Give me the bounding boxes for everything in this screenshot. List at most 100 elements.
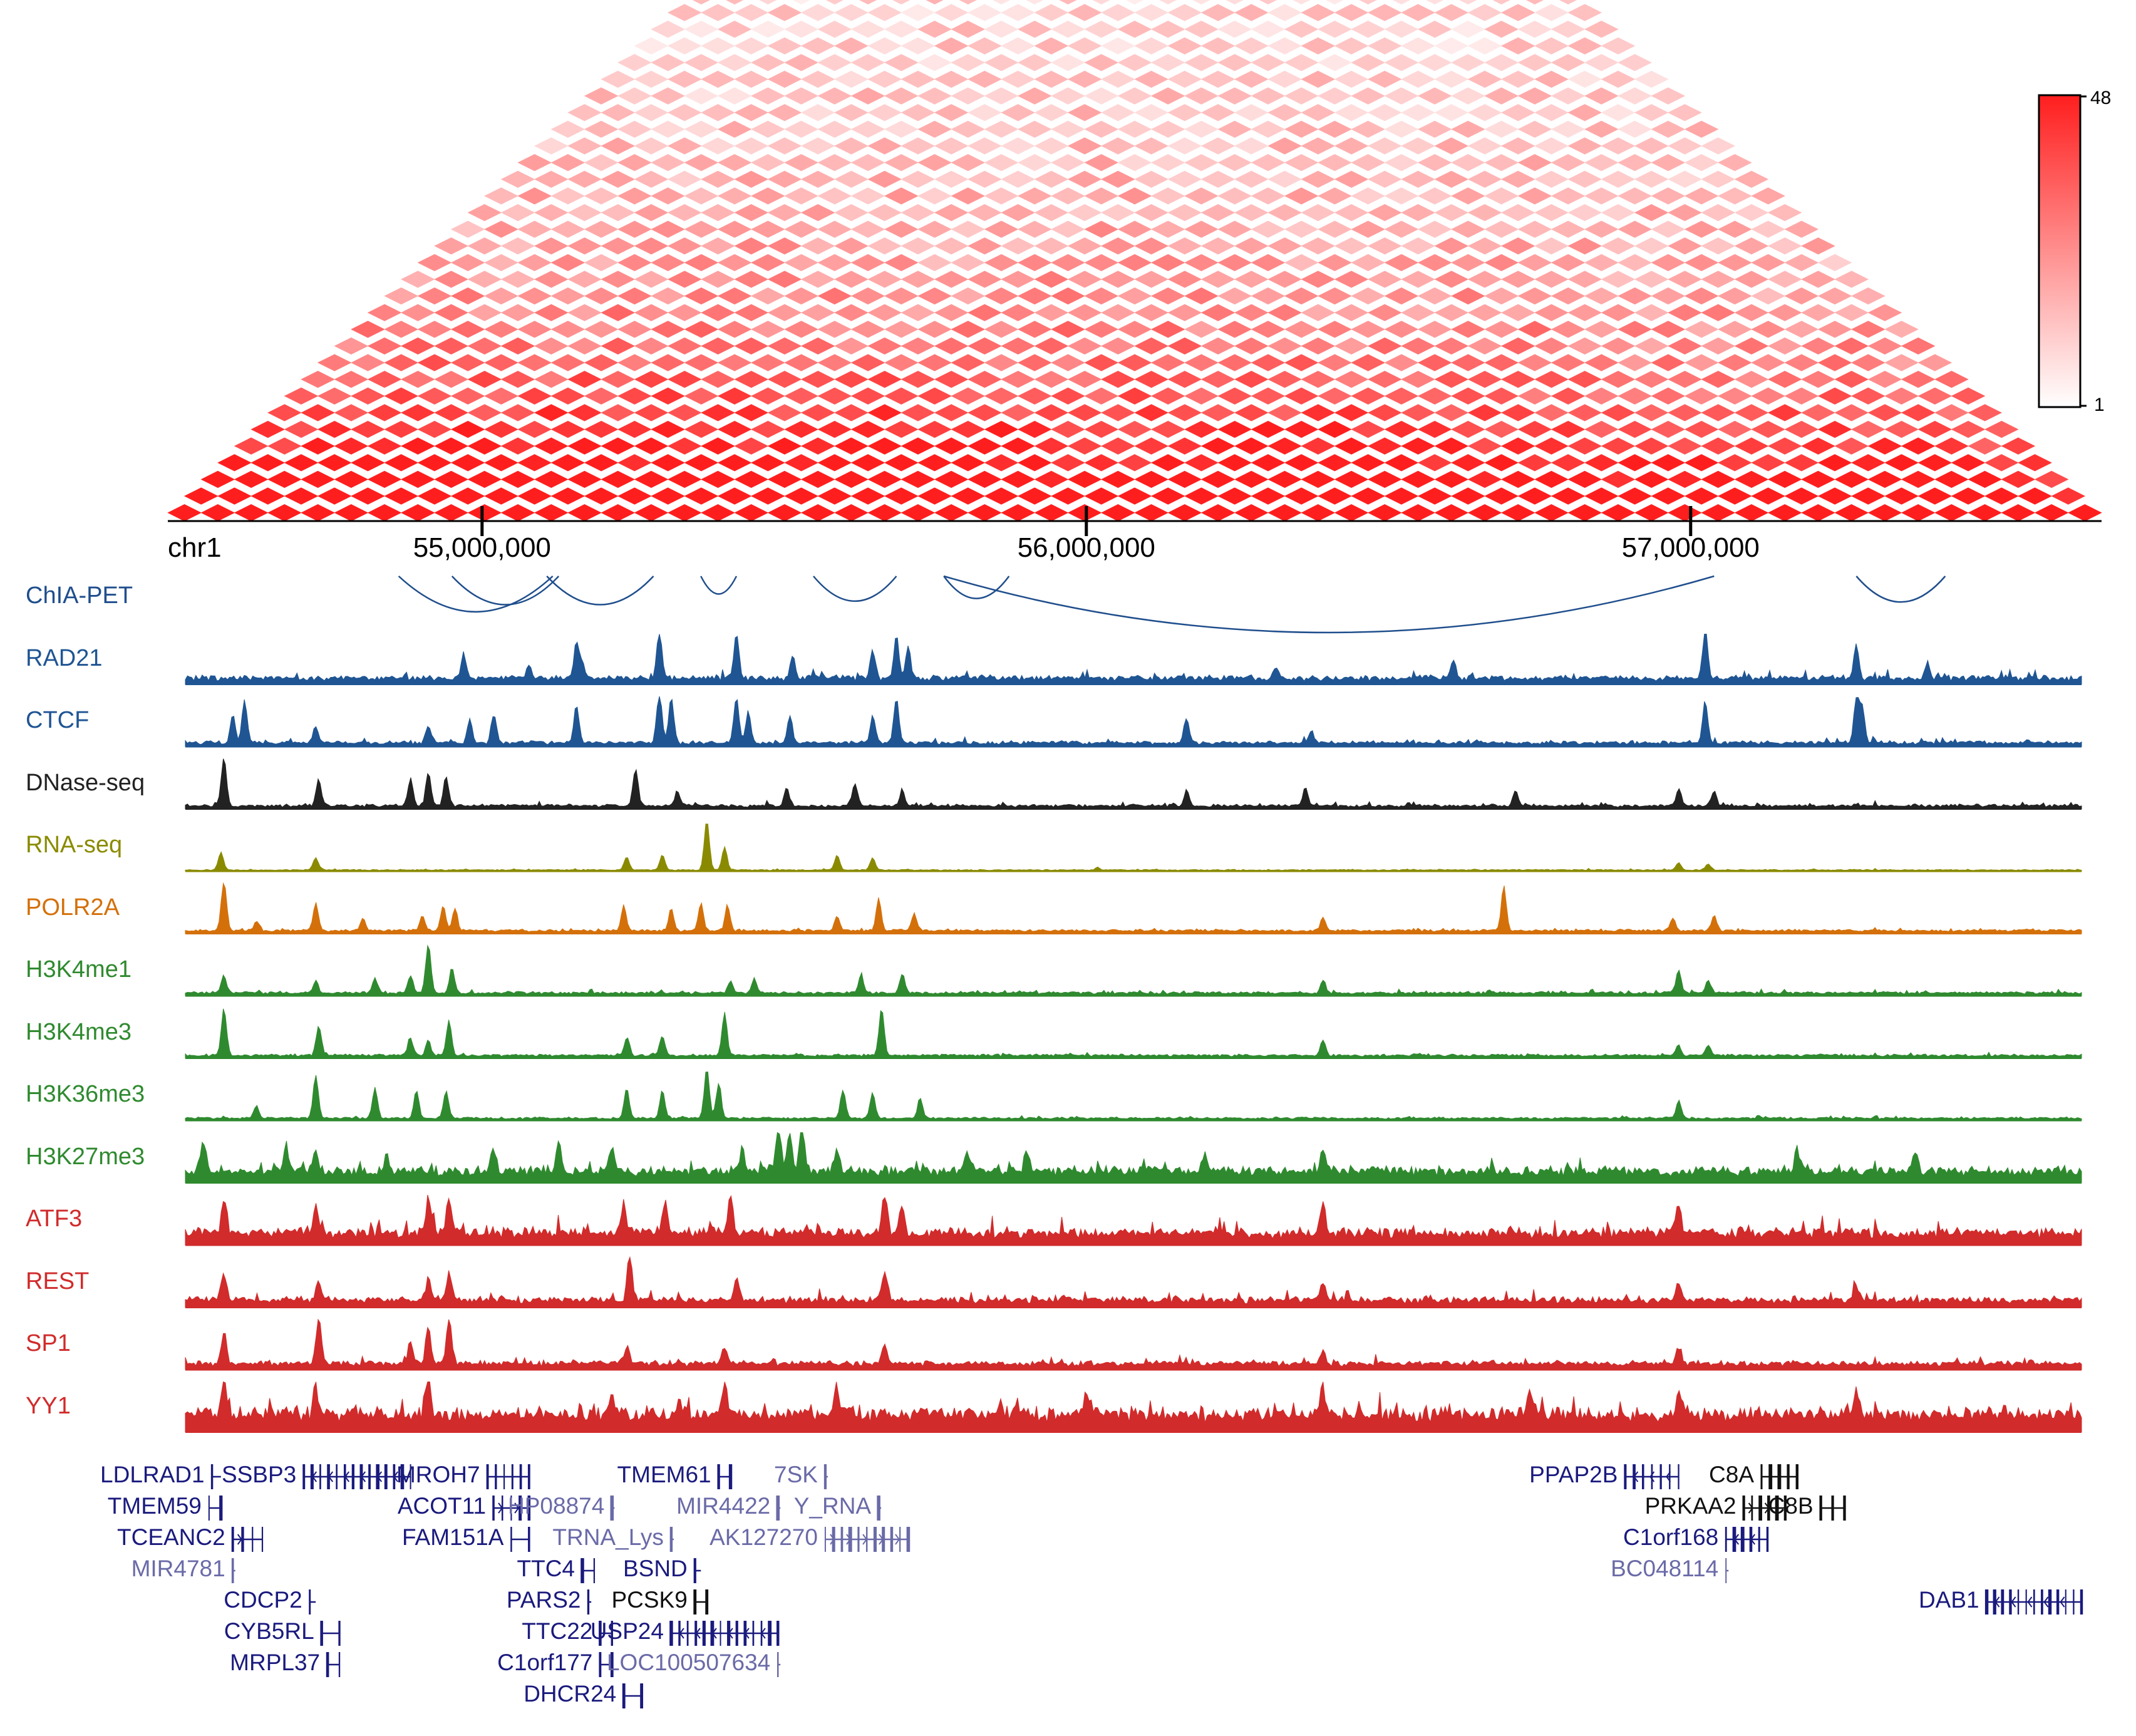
heatmap-cell xyxy=(284,454,319,472)
heatmap-cell xyxy=(1917,454,1953,472)
heatmap-cell xyxy=(1301,204,1336,222)
heatmap-cell xyxy=(1267,70,1302,88)
heatmap-cell xyxy=(1101,37,1135,54)
heatmap-cell xyxy=(1451,54,1485,71)
heatmap-cell xyxy=(1267,104,1302,121)
heatmap-cell xyxy=(784,387,818,405)
heatmap-cell xyxy=(1134,237,1169,255)
heatmap-cell xyxy=(1267,271,1302,288)
heatmap-cell xyxy=(1067,37,1102,54)
heatmap-cell xyxy=(500,337,535,355)
heatmap-cell xyxy=(1784,321,1819,338)
heatmap-cell xyxy=(1484,321,1519,338)
heatmap-cell xyxy=(867,170,902,188)
heatmap-cell xyxy=(1451,454,1485,472)
heatmap-cell xyxy=(534,404,569,421)
heatmap-cell xyxy=(1534,304,1569,321)
heatmap-cell xyxy=(1434,404,1469,421)
heatmap-cell xyxy=(751,54,785,71)
heatmap-cell xyxy=(734,304,769,321)
heatmap-cell xyxy=(751,454,785,472)
gene-model xyxy=(599,1621,614,1646)
heatmap-cell xyxy=(1517,354,1552,371)
heatmap-cell xyxy=(1467,70,1502,88)
heatmap-cell xyxy=(784,87,818,105)
heatmap-cell xyxy=(1801,404,1835,421)
heatmap-cell xyxy=(884,154,919,172)
heatmap-cell xyxy=(800,70,835,88)
heatmap-cell xyxy=(1351,54,1385,71)
heatmap-cell xyxy=(1150,420,1185,438)
heatmap-cell xyxy=(584,387,619,405)
heatmap-cell xyxy=(1484,220,1519,238)
heatmap-cell xyxy=(1901,404,1936,421)
heatmap-cell xyxy=(1017,287,1052,305)
heatmap-cell xyxy=(1217,321,1252,338)
heatmap-cell xyxy=(1684,120,1719,138)
heatmap-cell xyxy=(401,371,435,388)
heatmap-cell xyxy=(1234,70,1269,88)
heatmap-cell xyxy=(1467,170,1502,188)
heatmap-cell xyxy=(1534,271,1569,288)
gene-label: USP24 xyxy=(590,1618,664,1644)
heatmap-cell xyxy=(1567,437,1602,455)
heatmap-cell xyxy=(951,187,986,205)
heatmap-cell xyxy=(934,37,969,54)
heatmap-cell xyxy=(1334,271,1369,288)
heatmap-cell xyxy=(1584,87,1619,105)
heatmap-cell xyxy=(1351,487,1385,505)
heatmap-cell xyxy=(601,437,636,455)
heatmap-cell xyxy=(717,254,752,272)
heatmap-cell xyxy=(1251,187,1286,205)
heatmap-cell xyxy=(1334,437,1369,455)
heatmap-cell xyxy=(1034,204,1069,222)
heatmap-cell xyxy=(900,104,936,121)
heatmap-cell xyxy=(534,137,569,155)
heatmap-cell xyxy=(1801,337,1835,355)
heatmap-cell xyxy=(1817,387,1852,405)
heatmap-cell xyxy=(1851,354,1886,371)
heatmap-cell xyxy=(767,371,802,388)
heatmap-cell xyxy=(1217,487,1252,505)
heatmap-cell xyxy=(1368,271,1402,288)
heatmap-cell xyxy=(1550,420,1586,438)
heatmap-cell xyxy=(1217,154,1252,172)
heatmap-cell xyxy=(1301,337,1336,355)
gene-label: TCEANC2 xyxy=(117,1524,225,1550)
heatmap-cell xyxy=(1284,487,1319,505)
heatmap-cell xyxy=(984,220,1019,238)
heatmap-cell xyxy=(1318,321,1352,338)
heatmap-cell xyxy=(1651,254,1686,272)
heatmap-cell xyxy=(1617,487,1652,505)
heatmap-cell xyxy=(401,337,435,355)
heatmap-cell xyxy=(1634,271,1669,288)
heatmap-cell xyxy=(701,371,735,388)
heatmap-cell xyxy=(1200,470,1236,488)
heatmap-cell xyxy=(667,70,702,88)
heatmap-cell xyxy=(651,454,685,472)
heatmap-cell xyxy=(1484,454,1519,472)
heatmap-cell xyxy=(1134,204,1169,222)
heatmap-cell xyxy=(1150,154,1185,172)
heatmap-cell xyxy=(550,187,586,205)
heatmap-cell xyxy=(1384,387,1419,405)
heatmap-cell xyxy=(1368,4,1402,21)
heatmap-cell xyxy=(834,271,869,288)
heatmap-cell xyxy=(651,21,685,38)
heatmap-cell xyxy=(1001,204,1035,222)
heatmap-cell xyxy=(967,70,1002,88)
heatmap-cell xyxy=(1334,371,1369,388)
heatmap-cell xyxy=(351,420,385,438)
heatmap-cell xyxy=(1451,420,1485,438)
heatmap-cell xyxy=(1617,154,1652,172)
heatmap-cell xyxy=(1084,420,1119,438)
heatmap-cell xyxy=(1301,170,1336,188)
heatmap-cell xyxy=(884,354,919,371)
heatmap-cell xyxy=(1092,0,1110,5)
heatmap-cell xyxy=(500,404,535,421)
gene-model xyxy=(693,1558,701,1583)
heatmap-cell xyxy=(367,337,402,355)
heatmap-cell xyxy=(1167,271,1202,288)
heatmap-cell xyxy=(1034,237,1069,255)
heatmap-cell xyxy=(884,87,919,105)
